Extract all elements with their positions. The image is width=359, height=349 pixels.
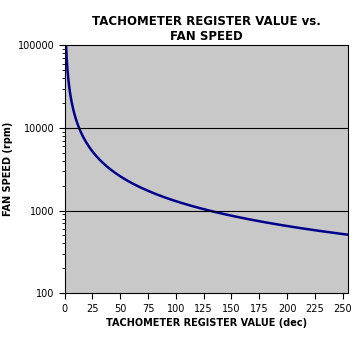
X-axis label: TACHOMETER REGISTER VALUE (dec): TACHOMETER REGISTER VALUE (dec) bbox=[106, 318, 307, 328]
Title: TACHOMETER REGISTER VALUE vs.
FAN SPEED: TACHOMETER REGISTER VALUE vs. FAN SPEED bbox=[92, 15, 321, 43]
Y-axis label: FAN SPEED (rpm): FAN SPEED (rpm) bbox=[3, 122, 13, 216]
